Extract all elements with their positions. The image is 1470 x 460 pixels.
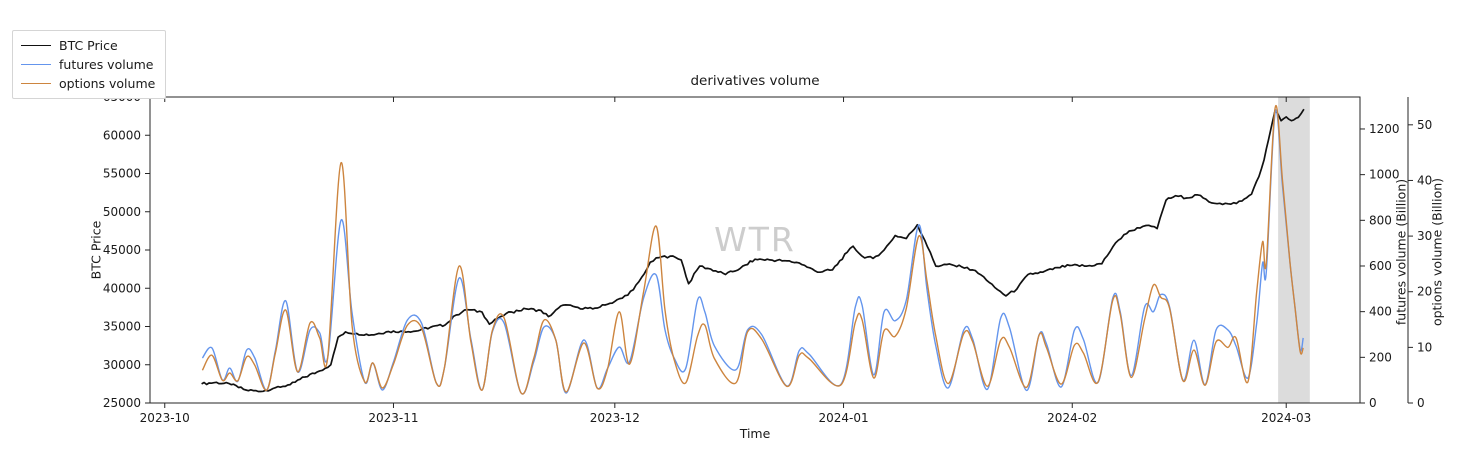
y-options-tick-label: 30 <box>1417 229 1432 243</box>
watermark-text: WTR <box>714 220 796 259</box>
y-left-tick-label: 40000 <box>103 281 141 295</box>
x-tick-label: 2023-10 <box>140 411 190 425</box>
y-axis-label-futures-volume: futures volume (Billion) <box>1393 178 1409 326</box>
y-left-tick-label: 30000 <box>103 358 141 372</box>
y-futures-tick-label: 0 <box>1369 396 1377 410</box>
y-options-tick-label: 50 <box>1417 118 1432 132</box>
y-axis-label-btc-price: BTC Price <box>88 220 104 280</box>
x-tick-label: 2024-03 <box>1261 411 1311 425</box>
legend-line-swatch <box>21 45 51 46</box>
y-futures-tick-label: 1000 <box>1369 168 1400 182</box>
x-tick-label: 2023-12 <box>590 411 640 425</box>
y-options-tick-label: 0 <box>1417 396 1425 410</box>
legend-label: futures volume <box>59 57 154 72</box>
legend-line-swatch <box>21 64 51 65</box>
y-left-tick-label: 50000 <box>103 205 141 219</box>
legend-item-btc-price: BTC Price <box>21 36 155 55</box>
y-options-tick-label: 40 <box>1417 173 1432 187</box>
y-options-tick-label: 10 <box>1417 340 1432 354</box>
y-futures-tick-label: 400 <box>1369 305 1392 319</box>
y-left-tick-label: 25000 <box>103 396 141 410</box>
x-tick-label: 2024-01 <box>818 411 868 425</box>
legend-item-options-volume: options volume <box>21 74 155 93</box>
y-futures-tick-label: 200 <box>1369 350 1392 364</box>
y-options-tick-label: 20 <box>1417 285 1432 299</box>
chart-title: derivatives volume <box>690 73 820 89</box>
options-volume-line <box>201 104 1304 395</box>
legend-box: BTC Price futures volume options volume <box>12 30 167 99</box>
y-left-tick-label: 35000 <box>103 320 141 334</box>
y-left-tick-label: 60000 <box>103 128 141 142</box>
highlight-band <box>1278 97 1310 403</box>
btc-price-line <box>201 108 1305 393</box>
legend-label: BTC Price <box>59 38 118 53</box>
legend-item-futures-volume: futures volume <box>21 55 155 74</box>
y-futures-tick-label: 600 <box>1369 259 1392 273</box>
x-axis-label-time: Time <box>739 426 771 441</box>
legend-line-swatch <box>21 83 51 84</box>
legend-label: options volume <box>59 76 156 91</box>
x-tick-label: 2024-02 <box>1047 411 1097 425</box>
x-tick-label: 2023-11 <box>368 411 418 425</box>
y-futures-tick-label: 800 <box>1369 213 1392 227</box>
y-left-tick-label: 45000 <box>103 243 141 257</box>
y-left-tick-label: 55000 <box>103 167 141 181</box>
y-futures-tick-label: 1200 <box>1369 122 1400 136</box>
y-axis-label-options-volume: options volume (Billion) <box>1429 177 1445 327</box>
